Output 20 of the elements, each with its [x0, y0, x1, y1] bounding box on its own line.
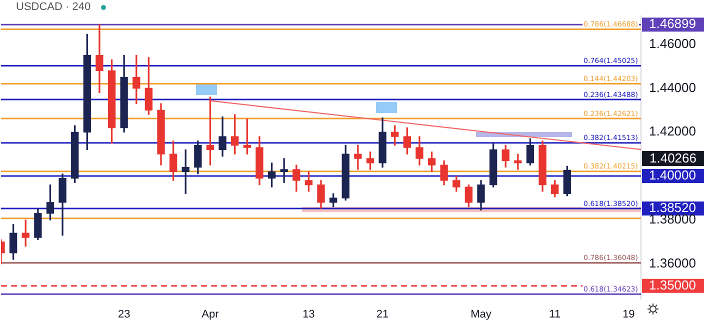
x-tick-label: 23	[118, 308, 130, 321]
y-tick-label: 1.44000	[649, 80, 696, 95]
y-tick-label: 1.46899	[649, 16, 696, 32]
y-tick-label: 1.35000	[649, 277, 696, 292]
x-tick-label: May	[470, 308, 492, 321]
y-tick-label: 1.42000	[649, 124, 696, 139]
x-tick-label: 21	[376, 308, 389, 321]
x-tick-label: 19	[622, 308, 635, 321]
x-tick-label: 13	[302, 308, 315, 321]
candlestick	[354, 144, 362, 170]
y-tick-label: 1.36000	[649, 255, 696, 270]
text: 1.40266	[650, 150, 696, 166]
candlestick	[96, 24, 104, 93]
candlestick	[514, 154, 522, 170]
y-tick-label: 1.40000	[649, 168, 696, 183]
candlestick	[280, 158, 288, 183]
x-tick-label: Apr	[202, 308, 220, 321]
x-tick-label: 11	[549, 308, 561, 321]
chart-title: USDCAD · 240	[16, 1, 91, 13]
y-tick-label: 1.46000	[649, 36, 696, 51]
